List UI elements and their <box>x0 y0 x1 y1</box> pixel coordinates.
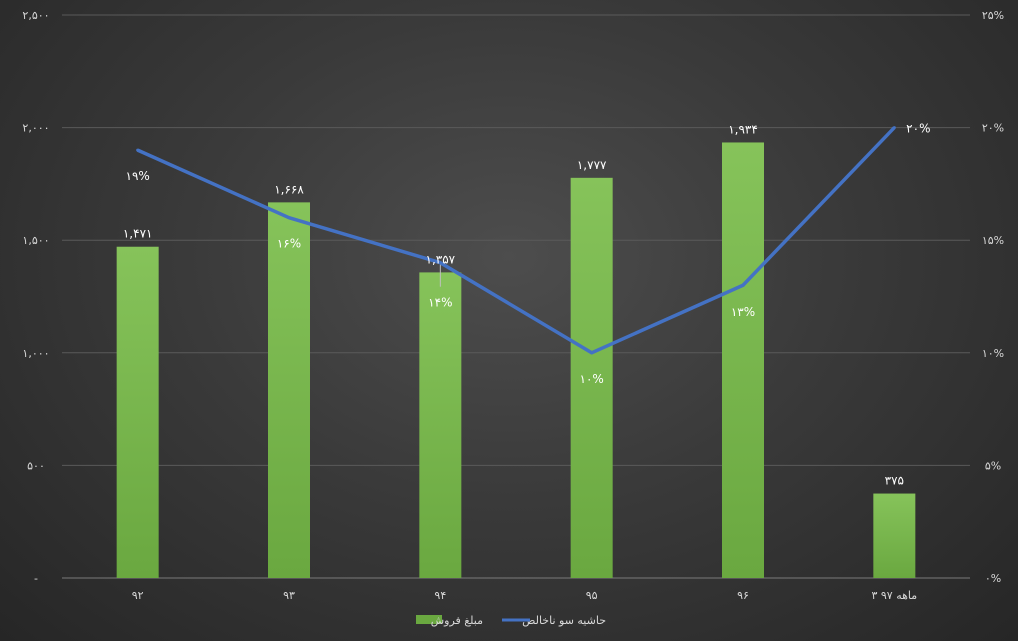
data-labels: ۱,۴۷۱ ۱,۶۶۸ ۱,۳۵۷ ۱,۷۷۷ ۱,۹۳۴ ۳۷۵ ۱۹% ۱۶% ۱۴% ۱۰%… <box>123 122 931 488</box>
legend-label-line: حاشیه سو ناخالص <box>522 614 606 627</box>
legend: مبلغ فروش حاشیه سو ناخالص <box>416 614 606 627</box>
axes: - ۵۰۰ ۱,۰۰۰ ۱,۵۰۰ ۲,۰۰۰ ۲,۵۰۰ ۰% ۵% ۱۰% ۱۵% ۲۰% ۲۵%… <box>22 9 1004 602</box>
bar-value-label: ۱,۷۷۷ <box>577 158 607 172</box>
bar <box>722 142 764 578</box>
line-point <box>136 148 140 152</box>
x-tick-label: ۹۵ <box>586 589 598 602</box>
bar <box>116 246 159 578</box>
bar <box>873 493 916 578</box>
line-value-label: ۲۰% <box>906 122 930 136</box>
legend-swatch-bar <box>416 615 442 624</box>
line-value-label: ۱۳% <box>731 305 755 319</box>
x-tick-label: ۹۲ <box>132 589 144 602</box>
y2-tick-label: ۲۵% <box>982 9 1004 22</box>
line-point <box>438 261 442 265</box>
y-tick-label: - <box>34 572 38 585</box>
x-tick-label: ۹۳ <box>283 589 295 602</box>
legend-label-bar: مبلغ فروش <box>431 614 483 627</box>
bar-value-label: ۱,۹۳۴ <box>728 122 758 136</box>
bar-value-label: ۳۷۵ <box>885 474 904 488</box>
y2-tick-label: ۲۰% <box>982 122 1004 135</box>
bar <box>268 202 310 578</box>
gridlines <box>62 14 970 579</box>
y-tick-label: ۲,۵۰۰ <box>22 9 49 22</box>
line-path <box>136 126 896 355</box>
y-tick-label: ۵۰۰ <box>27 459 45 472</box>
line-value-label: ۱۰% <box>580 372 604 386</box>
line-point <box>590 351 594 355</box>
y-tick-label: ۲,۰۰۰ <box>22 122 49 135</box>
y-tick-label: ۱,۵۰۰ <box>22 234 49 247</box>
x-tick-label: ۳ ماهه ۹۷ <box>871 589 917 602</box>
bar-series <box>116 142 916 579</box>
y2-tick-label: ۱۵% <box>982 234 1004 247</box>
x-tick-label: ۹۴ <box>434 589 446 602</box>
line-value-label: ۱۶% <box>277 237 301 251</box>
y2-tick-label: ۵% <box>985 459 1001 472</box>
y2-tick-label: ۱۰% <box>982 347 1004 360</box>
bar-value-label: ۱,۳۵۷ <box>426 252 456 266</box>
line-series <box>136 126 896 355</box>
line-value-label: ۱۴% <box>428 296 452 310</box>
line-point <box>892 126 896 130</box>
y2-tick-label: ۰% <box>985 572 1001 585</box>
x-tick-label: ۹۶ <box>737 589 749 602</box>
line-value-label: ۱۹% <box>126 169 150 183</box>
bar <box>419 272 462 578</box>
line-point <box>287 216 291 220</box>
bar-value-label: ۱,۴۷۱ <box>123 227 153 241</box>
line-point <box>741 283 745 287</box>
bar <box>570 177 613 579</box>
y-tick-label: ۱,۰۰۰ <box>22 347 49 360</box>
bar-value-label: ۱,۶۶۸ <box>274 182 304 196</box>
